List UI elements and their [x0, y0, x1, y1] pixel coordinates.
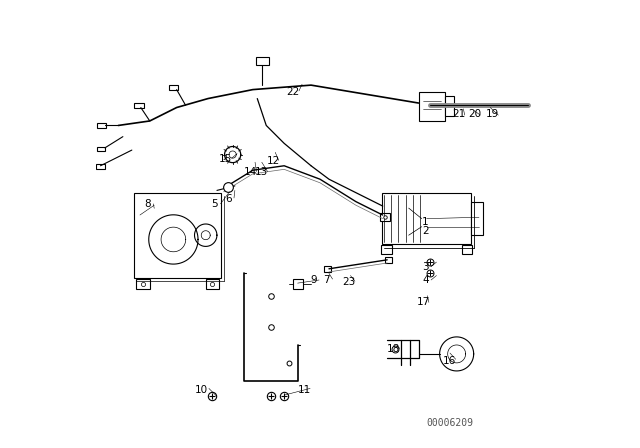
FancyBboxPatch shape: [385, 257, 392, 263]
FancyBboxPatch shape: [136, 279, 150, 289]
Text: 2: 2: [422, 226, 429, 236]
Text: 1: 1: [422, 217, 429, 227]
Text: 00006209: 00006209: [426, 418, 474, 428]
Text: 10: 10: [195, 385, 208, 395]
FancyBboxPatch shape: [419, 92, 445, 121]
FancyBboxPatch shape: [293, 279, 303, 289]
FancyBboxPatch shape: [445, 96, 454, 116]
FancyBboxPatch shape: [97, 123, 106, 128]
FancyBboxPatch shape: [472, 202, 483, 235]
Text: 16: 16: [444, 356, 456, 366]
Text: 13: 13: [255, 168, 268, 177]
FancyBboxPatch shape: [134, 193, 221, 278]
FancyBboxPatch shape: [257, 57, 269, 65]
Text: 21: 21: [452, 109, 465, 119]
FancyBboxPatch shape: [168, 85, 179, 90]
Text: 20: 20: [468, 109, 481, 119]
FancyBboxPatch shape: [380, 213, 390, 221]
FancyBboxPatch shape: [97, 164, 104, 169]
Text: 6: 6: [225, 194, 232, 204]
Text: 14: 14: [244, 168, 257, 177]
Text: 19: 19: [486, 109, 499, 119]
Text: 23: 23: [342, 277, 356, 287]
FancyBboxPatch shape: [324, 266, 332, 272]
FancyBboxPatch shape: [382, 193, 472, 244]
Text: 18: 18: [387, 345, 401, 354]
FancyBboxPatch shape: [461, 245, 472, 254]
Text: 11: 11: [298, 385, 311, 395]
Text: 15: 15: [220, 154, 232, 164]
Text: 3: 3: [422, 262, 429, 271]
Text: 5: 5: [211, 199, 218, 209]
FancyBboxPatch shape: [381, 245, 392, 254]
Text: 17: 17: [417, 297, 429, 307]
Text: 4: 4: [422, 275, 429, 285]
Text: 22: 22: [287, 87, 300, 97]
Text: 8: 8: [144, 199, 151, 209]
Text: 12: 12: [266, 156, 280, 166]
FancyBboxPatch shape: [206, 279, 220, 289]
FancyBboxPatch shape: [134, 103, 144, 108]
FancyBboxPatch shape: [97, 147, 105, 151]
Text: 9: 9: [310, 275, 317, 285]
Text: 7: 7: [323, 275, 330, 285]
